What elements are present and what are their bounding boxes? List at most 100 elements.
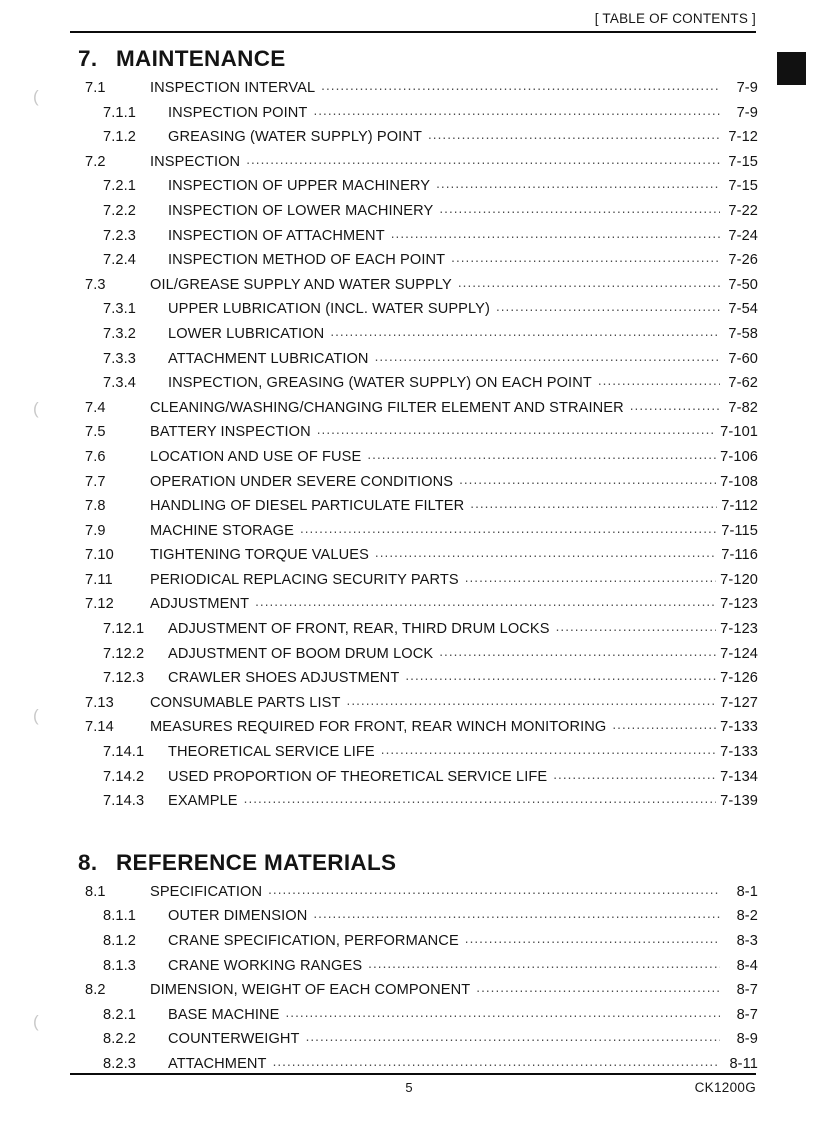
toc-entry-title: ADJUSTMENT OF BOOM DRUM LOCK: [168, 645, 434, 662]
toc-entry[interactable]: 8.2 DIMENSION, WEIGHT OF EACH COMPONENT 8-…: [0, 980, 818, 1005]
toc-leader-dots: [476, 980, 720, 994]
toc-entry-page-number: 7-22: [728, 202, 758, 219]
toc-entry-page-number: 7-127: [720, 694, 758, 711]
toc-entry-title: ATTACHMENT: [168, 1055, 267, 1072]
toc-entry-number: 7.4: [85, 399, 106, 416]
toc-entry[interactable]: 7.1.1 INSPECTION POINT 7-9: [0, 103, 818, 128]
toc-entry[interactable]: 7.2.4 INSPECTION METHOD OF EACH POINT 7-26: [0, 250, 818, 275]
toc-entry-title: LOWER LUBRICATION: [168, 325, 325, 342]
toc-entry[interactable]: 7.3 OIL/GREASE SUPPLY AND WATER SUPPLY 7-5…: [0, 275, 818, 300]
toc-entry-number: 7.10: [85, 547, 114, 564]
toc-entry-number: 7.3: [85, 276, 106, 293]
toc-entry-title: INSPECTION: [150, 153, 241, 170]
toc-leader-dots: [286, 1005, 721, 1019]
toc-entry[interactable]: 7.3.4 INSPECTION, GREASING (WATER SUPPLY)…: [0, 373, 818, 398]
toc-entry-page-number: 7-12: [728, 129, 758, 146]
toc-entry[interactable]: 7.9 MACHINE STORAGE 7-115: [0, 521, 818, 546]
toc-entry[interactable]: 7.12.3 CRAWLER SHOES ADJUSTMENT 7-126: [0, 668, 818, 693]
toc-entry-number: 7.3.2: [103, 325, 136, 342]
toc-entry[interactable]: 7.11 PERIODICAL REPLACING SECURITY PARTS 7…: [0, 570, 818, 595]
toc-entry[interactable]: 7.6 LOCATION AND USE OF FUSE 7-106: [0, 447, 818, 472]
header-rule: [70, 31, 756, 33]
toc-entry-number: 7.3.1: [103, 301, 136, 318]
toc-entry-title: INSPECTION, GREASING (WATER SUPPLY) ON E…: [168, 375, 592, 392]
toc-entry[interactable]: 7.14.3 EXAMPLE 7-139: [0, 791, 818, 816]
toc-entry[interactable]: 7.12.2 ADJUSTMENT OF BOOM DRUM LOCK 7-124: [0, 644, 818, 669]
toc-entry-number: 7.14.2: [103, 768, 145, 785]
toc-entry-number: 7.2.3: [103, 227, 136, 244]
toc-entry[interactable]: 8.1.2 CRANE SPECIFICATION, PERFORMANCE 8-3: [0, 931, 818, 956]
toc-entry-page-number: 7-134: [720, 768, 758, 785]
toc-entry-page-number: 7-123: [720, 596, 758, 613]
toc-entry-number: 7.14.1: [103, 744, 145, 761]
toc-entry[interactable]: 7.5 BATTERY INSPECTION 7-101: [0, 422, 818, 447]
toc-entry[interactable]: 7.14 MEASURES REQUIRED FOR FRONT, REAR WI…: [0, 717, 818, 742]
toc-leader-dots: [439, 201, 720, 215]
toc-entry[interactable]: 7.2.3 INSPECTION OF ATTACHMENT 7-24: [0, 226, 818, 251]
toc-entry[interactable]: 7.8 HANDLING OF DIESEL PARTICULATE FILTER…: [0, 496, 818, 521]
toc-entry-page-number: 8-7: [736, 982, 758, 999]
toc-entry[interactable]: 7.1.2 GREASING (WATER SUPPLY) POINT 7-12: [0, 127, 818, 152]
toc-leader-dots: [300, 521, 717, 535]
toc-entry-title: LOCATION AND USE OF FUSE: [150, 448, 362, 465]
toc-entry-title: EXAMPLE: [168, 793, 238, 810]
toc-leader-dots: [556, 619, 717, 633]
toc-entry[interactable]: 7.10 TIGHTENING TORQUE VALUES 7-116: [0, 545, 818, 570]
margin-binding-tick: (: [33, 399, 39, 418]
toc-entry-page-number: 8-7: [736, 1006, 758, 1023]
toc-entry[interactable]: 7.3.2 LOWER LUBRICATION 7-58: [0, 324, 818, 349]
toc-entry-title: UPPER LUBRICATION (INCL. WATER SUPPLY): [168, 301, 490, 318]
toc-entry-title: OIL/GREASE SUPPLY AND WATER SUPPLY: [150, 276, 452, 293]
toc-entry[interactable]: 8.2.1 BASE MACHINE 8-7: [0, 1005, 818, 1030]
toc-entry[interactable]: 7.2.2 INSPECTION OF LOWER MACHINERY 7-22: [0, 201, 818, 226]
toc-entry-title: BATTERY INSPECTION: [150, 424, 311, 441]
toc-entry-page-number: 7-124: [720, 645, 758, 662]
toc-entry[interactable]: 7.14.2 USED PROPORTION OF THEORETICAL SER…: [0, 767, 818, 792]
toc-entry-page-number: 7-116: [721, 547, 758, 564]
toc-entry[interactable]: 7.7 OPERATION UNDER SEVERE CONDITIONS 7-10…: [0, 472, 818, 497]
toc-entry-title: INSPECTION OF LOWER MACHINERY: [168, 202, 434, 219]
toc-entry-title: DIMENSION, WEIGHT OF EACH COMPONENT: [150, 982, 471, 999]
toc-entry-number: 7.2.2: [103, 202, 136, 219]
toc-entry-title: CRAWLER SHOES ADJUSTMENT: [168, 670, 400, 687]
toc-entry-title: THEORETICAL SERVICE LIFE: [168, 744, 375, 761]
toc-entry-title: OUTER DIMENSION: [168, 908, 308, 925]
toc-leader-dots: [313, 906, 720, 920]
toc-leader-dots: [470, 496, 717, 510]
toc-entry-number: 7.3.3: [103, 350, 136, 367]
toc-entry[interactable]: 7.1 INSPECTION INTERVAL 7-9: [0, 78, 818, 103]
toc-entry[interactable]: 8.1.3 CRANE WORKING RANGES 8-4: [0, 956, 818, 981]
toc-entry[interactable]: 7.4 CLEANING/WASHING/CHANGING FILTER ELEM…: [0, 398, 818, 423]
toc-entry[interactable]: 7.2 INSPECTION 7-15: [0, 152, 818, 177]
toc-entry[interactable]: 8.1.1 OUTER DIMENSION 8-2: [0, 906, 818, 931]
toc-entry-number: 7.2: [85, 153, 106, 170]
toc-entry-number: 7.9: [85, 522, 106, 539]
toc-entry[interactable]: 7.12.1 ADJUSTMENT OF FRONT, REAR, THIRD D…: [0, 619, 818, 644]
toc-entry-page-number: 8-2: [736, 908, 758, 925]
toc-entry[interactable]: 8.2.3 ATTACHMENT 8-11: [0, 1054, 818, 1079]
toc-entry-page-number: 7-82: [728, 399, 758, 416]
toc-leader-dots: [405, 668, 716, 682]
toc-entry-title: ADJUSTMENT: [150, 596, 250, 613]
toc-entry[interactable]: 7.3.3 ATTACHMENT LUBRICATION 7-60: [0, 349, 818, 374]
toc-entry[interactable]: 8.2.2 COUNTERWEIGHT 8-9: [0, 1029, 818, 1054]
toc-entry-page-number: 7-15: [728, 153, 758, 170]
toc-entry[interactable]: 7.14.1 THEORETICAL SERVICE LIFE 7-133: [0, 742, 818, 767]
toc-entry-page-number: 8-4: [736, 957, 758, 974]
toc-leader-dots: [612, 717, 716, 731]
footer-model-code: CK1200G: [694, 1080, 756, 1095]
toc-entry-page-number: 8-9: [736, 1031, 758, 1048]
toc-entry[interactable]: 7.3.1 UPPER LUBRICATION (INCL. WATER SUPP…: [0, 299, 818, 324]
toc-entry-page-number: 7-26: [728, 252, 758, 269]
toc-entry[interactable]: 7.13 CONSUMABLE PARTS LIST 7-127: [0, 693, 818, 718]
toc-entry[interactable]: 8.1 SPECIFICATION 8-1: [0, 882, 818, 907]
toc-entry-page-number: 7-126: [720, 670, 758, 687]
toc-entry-title: CONSUMABLE PARTS LIST: [150, 694, 341, 711]
toc-entry-number: 8.1: [85, 883, 106, 900]
toc-entry[interactable]: 7.2.1 INSPECTION OF UPPER MACHINERY 7-15: [0, 176, 818, 201]
toc-leader-dots: [598, 373, 720, 387]
chapter-title: MAINTENANCE: [116, 46, 286, 71]
toc-entry-title: CRANE WORKING RANGES: [168, 957, 363, 974]
toc-entry[interactable]: 7.12 ADJUSTMENT 7-123: [0, 594, 818, 619]
